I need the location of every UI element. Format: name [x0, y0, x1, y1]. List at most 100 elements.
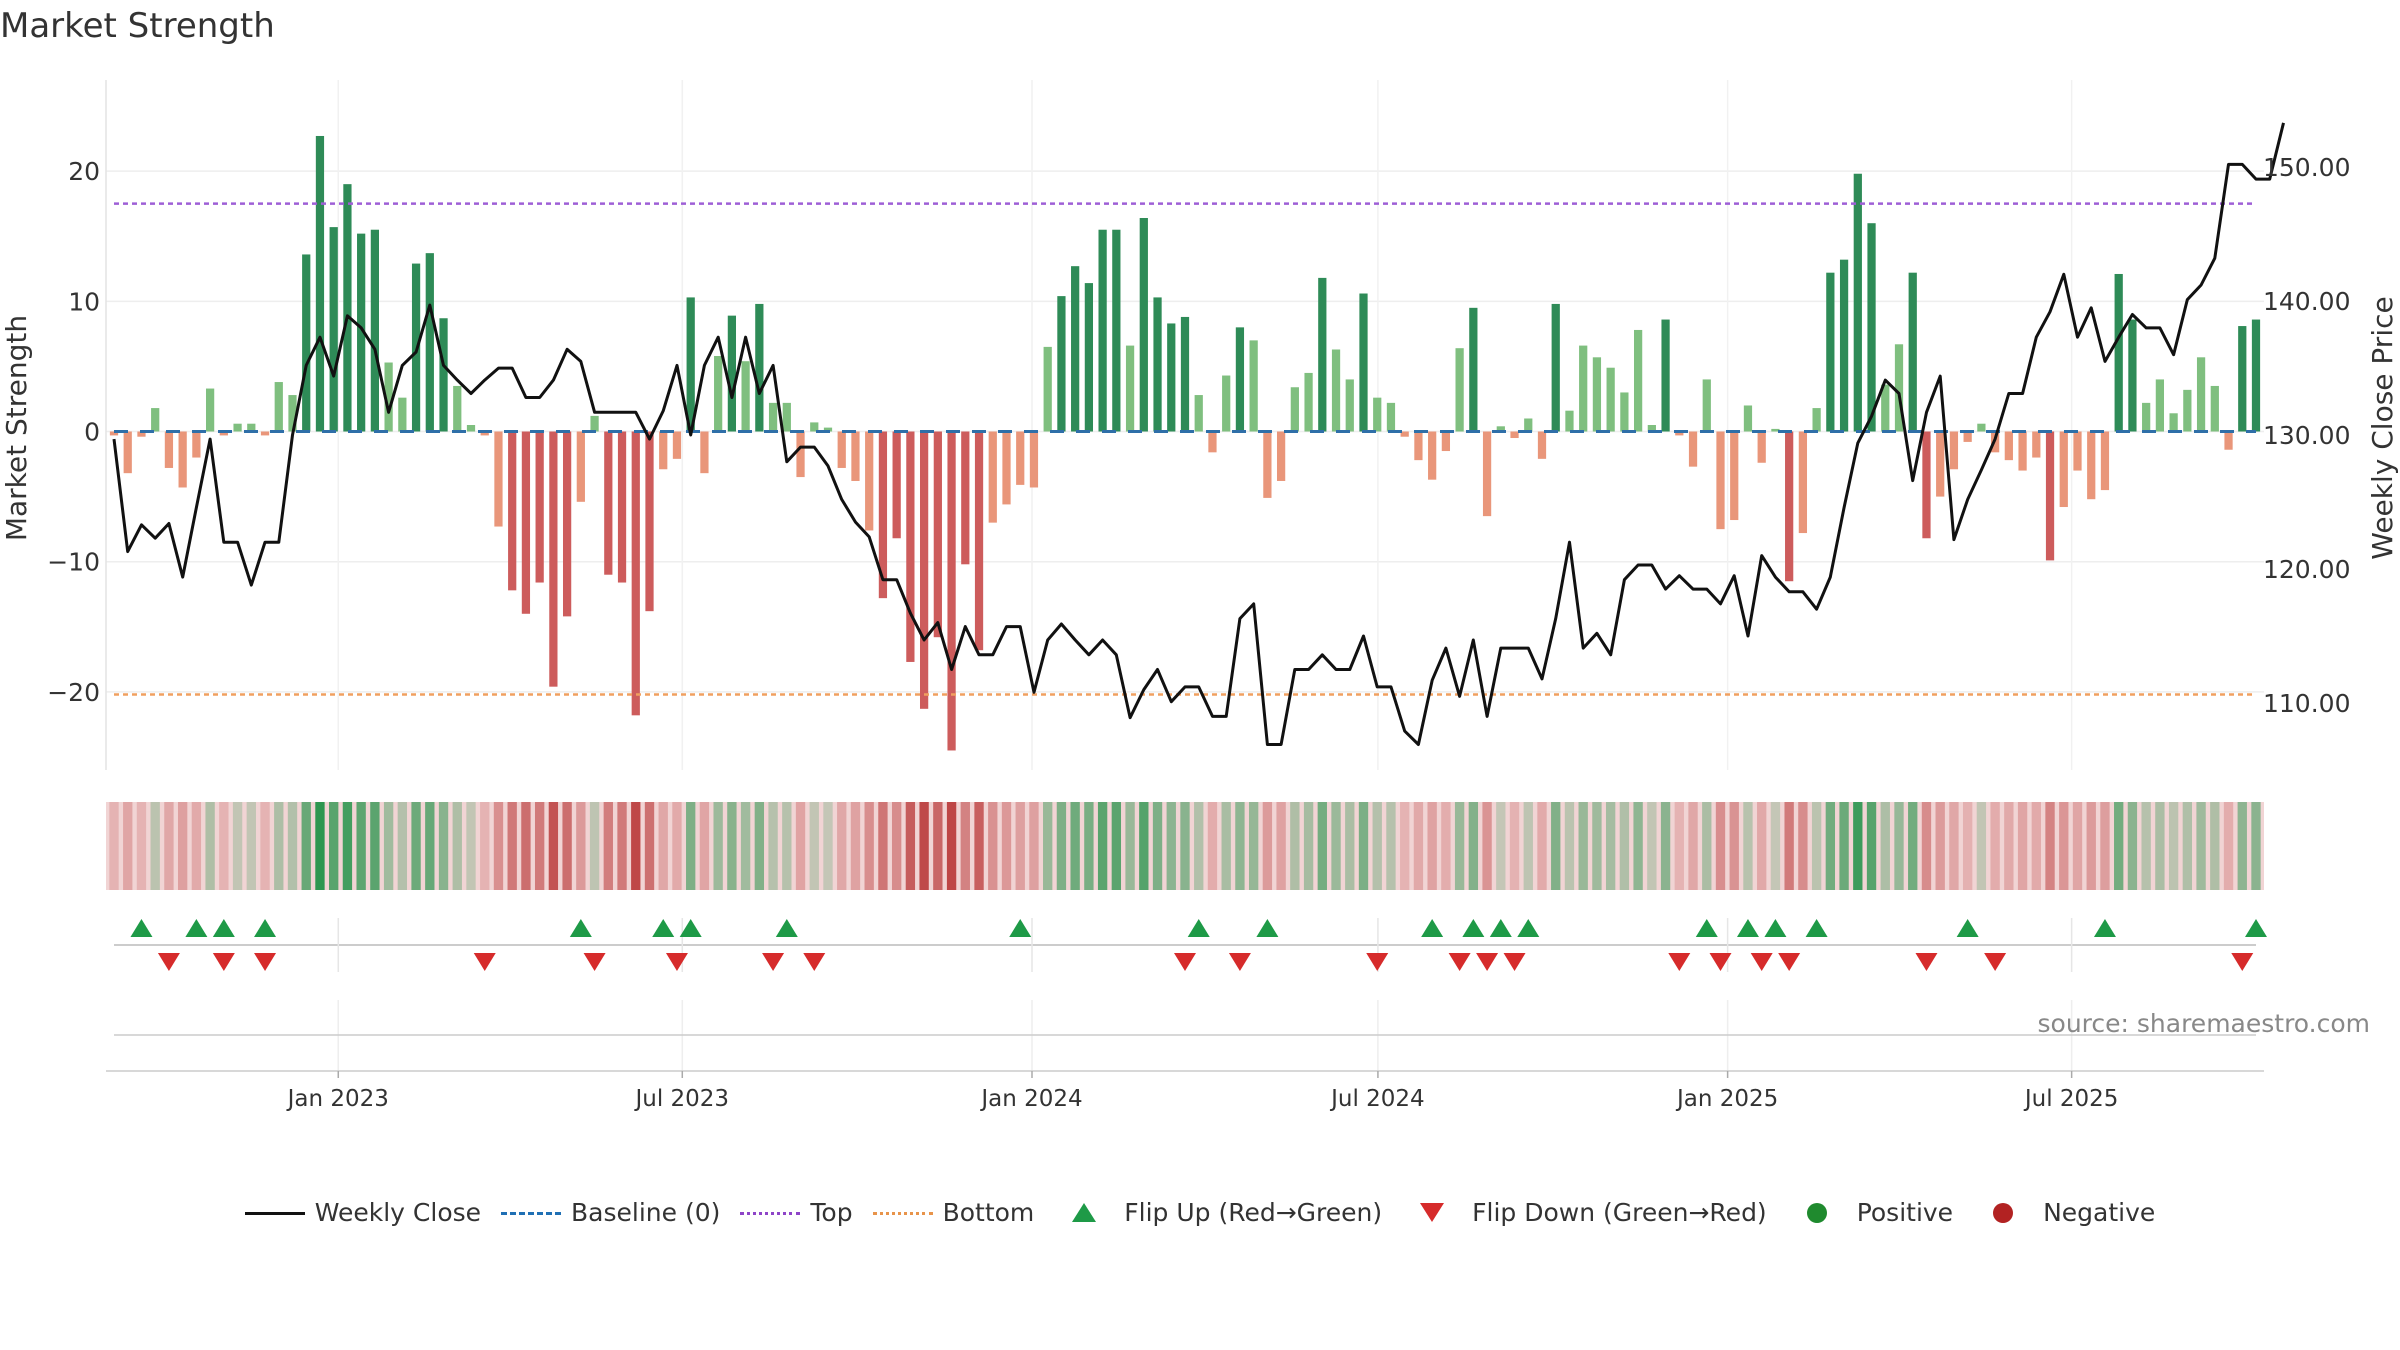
strip-cell: [1811, 802, 1822, 890]
strip-cell: [1248, 802, 1259, 890]
strength-bar: [961, 431, 970, 565]
strength-bar: [1428, 431, 1437, 480]
strip-cell: [260, 802, 270, 890]
legend-item-negative: Negative: [1973, 1198, 2155, 1227]
strength-bar: [631, 431, 640, 716]
strength-bar: [1675, 431, 1684, 436]
strip-cell: [1276, 802, 1286, 890]
flip-up-marker: [1421, 919, 1444, 937]
strip-cell: [1180, 802, 1190, 890]
source-note: source: sharemaestro.com: [2037, 1009, 2371, 1038]
strength-bar: [2018, 431, 2027, 471]
strength-bar: [933, 431, 942, 638]
strength-bar: [1633, 329, 1643, 432]
strip-cell: [1702, 802, 1712, 890]
strip-cell: [850, 802, 861, 890]
flip-down-marker: [1228, 953, 1251, 971]
strip-cell: [1139, 802, 1149, 890]
strength-bar: [1785, 431, 1794, 582]
strip-cell: [1221, 802, 1231, 890]
strip-cell: [383, 802, 394, 890]
strength-bar: [2224, 431, 2233, 450]
strength-bar: [384, 362, 393, 432]
flip-up-marker: [1462, 919, 1485, 937]
strip-cell: [631, 802, 641, 890]
strip-cell: [1509, 802, 1520, 890]
strip-cell: [1262, 802, 1273, 890]
flip-up-marker: [1517, 919, 1540, 937]
strip-cell: [864, 802, 874, 890]
strip-cell: [1496, 802, 1506, 890]
x-tick-label: Jul 2023: [633, 1086, 729, 1112]
flip-up-marker: [1256, 919, 1279, 937]
strip-cell: [837, 802, 847, 890]
strip-cell: [1880, 802, 1890, 890]
strength-bar: [260, 431, 270, 436]
strip-cell: [1358, 802, 1369, 890]
strength-bar: [357, 233, 366, 432]
strip-cell: [315, 802, 325, 890]
strip-cell: [1345, 802, 1355, 890]
legend-item-flip-up: Flip Up (Red→Green): [1054, 1198, 1382, 1227]
strength-bar: [508, 431, 517, 591]
flip-down-marker: [583, 953, 606, 971]
strip-cell: [644, 802, 655, 890]
strength-bar: [1180, 316, 1190, 432]
strength-bar: [782, 402, 791, 432]
strip-cell: [1125, 802, 1135, 890]
strength-bar: [1894, 344, 1904, 432]
right-tick-label: 140.00: [2263, 287, 2350, 316]
strip-cell: [232, 802, 243, 890]
strength-bar: [315, 135, 325, 432]
strip-cell: [1770, 802, 1781, 890]
strip-cell: [1619, 802, 1630, 890]
strip-cell: [2114, 802, 2124, 890]
strength-bar: [1839, 259, 1849, 432]
legend-label: Baseline (0): [571, 1198, 721, 1227]
strength-bar: [1043, 346, 1052, 432]
strip-cell: [1290, 802, 1300, 890]
strength-bar: [1263, 431, 1272, 498]
strip-cell: [507, 802, 517, 890]
strength-bar: [974, 431, 984, 651]
flip-up-marker: [775, 919, 798, 937]
strip-cell: [1825, 802, 1836, 890]
strength-bar: [1977, 423, 1986, 432]
strip-cell: [1400, 802, 1410, 890]
strength-bar: [1524, 418, 1533, 432]
strip-cell: [1921, 802, 1932, 890]
strip-cell: [2182, 802, 2193, 890]
strip-cell: [576, 802, 586, 890]
strength-bar: [892, 431, 901, 539]
strip-cell: [1152, 802, 1163, 890]
strip-cell: [2031, 802, 2041, 890]
strip-cell: [1194, 802, 1204, 890]
triangle-up-icon: [1072, 1203, 1097, 1222]
flip-down-marker: [1750, 953, 1773, 971]
strip-cell: [589, 802, 600, 890]
strip-cell: [534, 802, 545, 890]
strength-bar: [192, 431, 201, 458]
legend-item-bottom: Bottom: [872, 1198, 1034, 1227]
strip-cell: [727, 802, 737, 890]
strength-bar: [1510, 431, 1519, 439]
strip-cell: [878, 802, 888, 890]
strip-cell: [1962, 802, 1973, 890]
strip-cell: [177, 802, 188, 890]
left-axis-label: Market Strength: [0, 315, 33, 541]
legend-item-flip-down: Flip Down (Green→Red): [1402, 1198, 1767, 1227]
strength-bar: [878, 431, 888, 599]
strength-bar: [2128, 319, 2137, 432]
right-tick-label: 120.00: [2263, 555, 2350, 584]
strip-cell: [686, 802, 696, 890]
strength-bar: [1757, 431, 1766, 463]
flip-down-marker: [2231, 953, 2254, 971]
strip-cell: [1578, 802, 1588, 890]
flip-up-marker: [1805, 919, 1828, 937]
strip-cell: [548, 802, 559, 890]
strip-cell: [425, 802, 435, 890]
strength-bar: [1688, 431, 1698, 467]
strength-bar: [1455, 348, 1464, 432]
strength-bar: [645, 431, 654, 612]
strip-cell: [1386, 802, 1396, 890]
